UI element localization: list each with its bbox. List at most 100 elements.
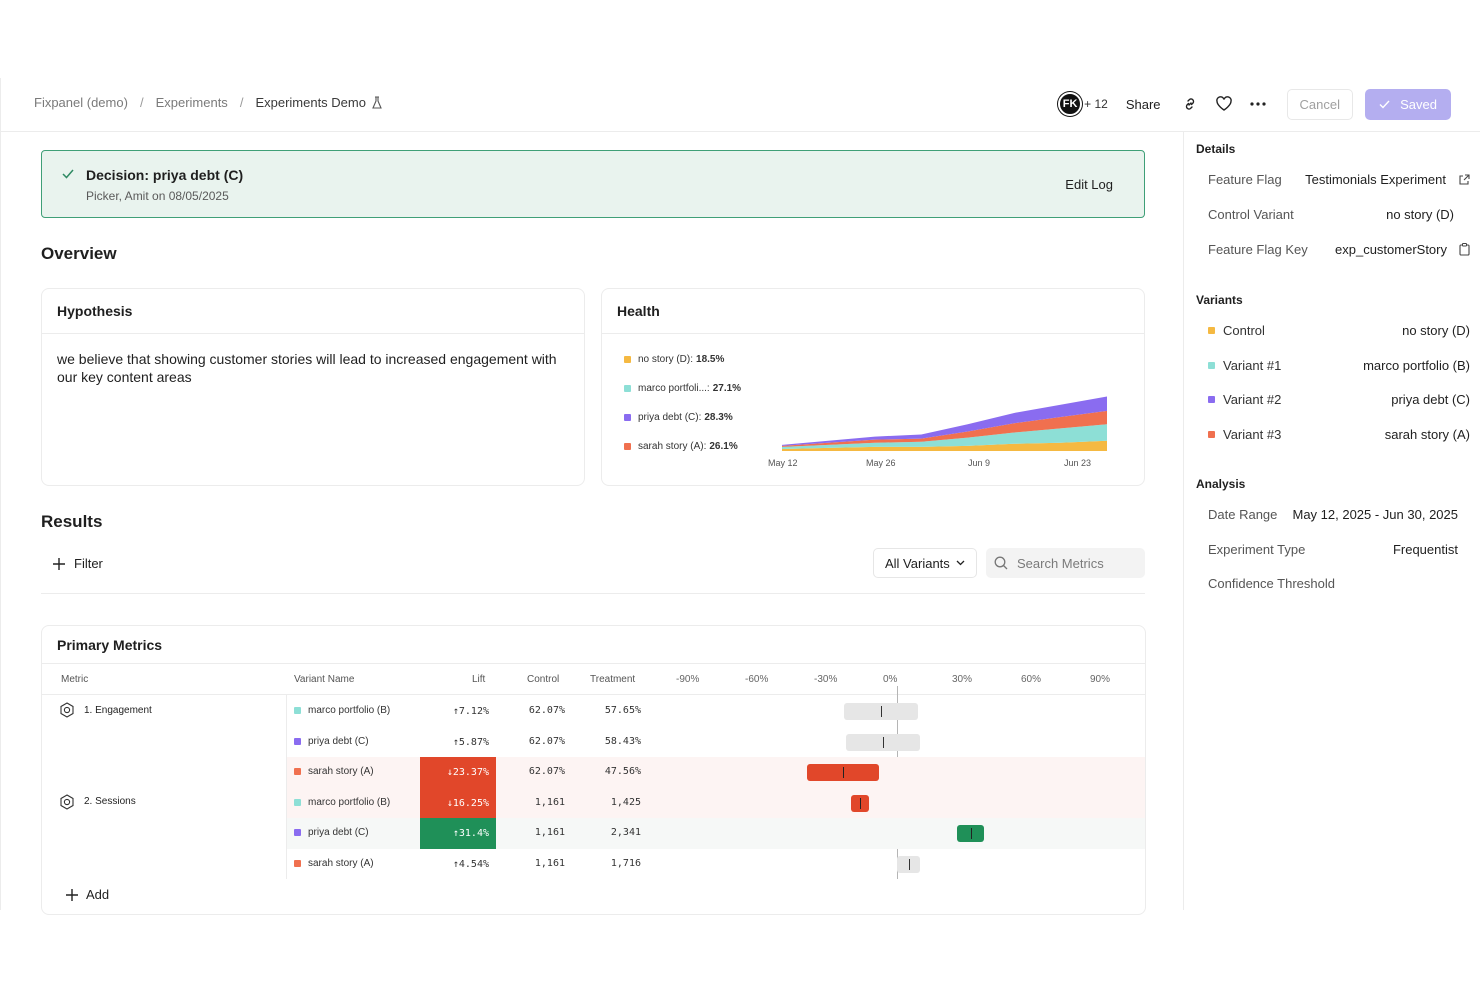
- metric-label: 2. Sessions: [84, 796, 136, 808]
- legend-item: no story (D): 18.5%: [624, 353, 741, 365]
- variant-value: sarah story (A): [1384, 426, 1470, 442]
- confidence-interval-bar[interactable]: [851, 794, 870, 812]
- variant-key-label: Variant #1: [1223, 357, 1282, 373]
- detail-value[interactable]: Testimonials Experiment: [1305, 172, 1470, 187]
- variant-key-label: Control: [1223, 323, 1265, 338]
- variant-swatch: [1208, 430, 1215, 438]
- analysis-value: May 12, 2025 - Jun 30, 2025: [1292, 507, 1458, 522]
- variant-label: priya debt (C): [308, 827, 369, 839]
- overview-title: Overview: [41, 244, 117, 263]
- header-lift: Lift: [472, 674, 486, 685]
- treatment-value: 47.56%: [604, 766, 641, 778]
- scale-tick-label: 0%: [883, 674, 898, 685]
- more-icon[interactable]: [1245, 91, 1271, 117]
- variant-value: no story (D): [1402, 323, 1470, 338]
- search-input[interactable]: [1017, 555, 1137, 571]
- hypothesis-text[interactable]: we believe that showing customer stories…: [57, 351, 557, 385]
- decision-title: Decision: priya debt (C): [86, 167, 244, 183]
- header-actions: FK + 12 Share Cancel Saved: [1058, 88, 1451, 120]
- divider: [286, 695, 287, 879]
- x-tick-label: Jun 9: [968, 458, 991, 468]
- scale-tick-label: 60%: [1021, 674, 1042, 685]
- variant-key: Variant #2: [1208, 392, 1281, 407]
- cancel-button[interactable]: Cancel: [1286, 88, 1353, 120]
- variant-key: Variant #3: [1208, 427, 1281, 442]
- legend-item: sarah story (A): 26.1%: [624, 440, 741, 452]
- confidence-interval-bar[interactable]: [844, 703, 918, 720]
- point-estimate-tick: [860, 797, 862, 809]
- lift-value: ↑31.4%: [420, 818, 496, 850]
- chevron-down-icon: [956, 560, 965, 566]
- x-tick-label: May 26: [866, 458, 896, 468]
- point-estimate-tick: [908, 859, 910, 870]
- decision-subtitle: Picker, Amit on 08/05/2025: [86, 189, 229, 203]
- copy-icon[interactable]: [1459, 243, 1470, 256]
- treatment-value: 1,425: [610, 796, 641, 808]
- variant-key-label: Variant #2: [1223, 392, 1282, 407]
- legend-swatch: [624, 413, 631, 421]
- link-icon[interactable]: [1177, 91, 1203, 117]
- external-link-icon[interactable]: [1458, 173, 1470, 186]
- scale-tick-label: -60%: [745, 674, 769, 685]
- legend-swatch: [624, 442, 631, 450]
- variant-row: Variant #3 sarah story (A): [1208, 427, 1470, 443]
- control-value: 62.07%: [528, 705, 565, 716]
- table-row[interactable]: marco portfolio (B) ↑7.12% 62.07% 57.65%: [42, 696, 1145, 727]
- search-box[interactable]: [986, 548, 1145, 578]
- header-metric: Metric: [61, 674, 89, 685]
- variant-value: marco portfolio (B): [1363, 357, 1470, 373]
- edit-log-button[interactable]: Edit Log: [1065, 177, 1113, 192]
- filter-button[interactable]: Filter: [53, 556, 103, 571]
- health-area-chart: [782, 396, 1107, 451]
- table-row[interactable]: marco portfolio (B) ↓16.25% 1,161 1,425: [287, 787, 1145, 819]
- confidence-interval-bar[interactable]: [956, 825, 985, 843]
- control-value: 62.07%: [528, 735, 565, 747]
- x-tick-label: Jun 23: [1064, 458, 1092, 468]
- health-title: Health: [602, 289, 1144, 334]
- table-header: Metric Variant Name Lift Control Treatme…: [42, 663, 1145, 695]
- treatment-value: 57.65%: [604, 705, 641, 716]
- share-button[interactable]: Share: [1125, 96, 1161, 112]
- plus-icon: [53, 557, 65, 570]
- breadcrumb-item-experiments[interactable]: Experiments: [155, 95, 228, 110]
- confidence-interval-bar[interactable]: [807, 764, 879, 782]
- variant-swatch: [1208, 361, 1215, 369]
- saved-button[interactable]: Saved: [1365, 88, 1451, 120]
- primary-metrics-title: Primary Metrics: [57, 637, 163, 653]
- scale-tick-label: -90%: [676, 674, 700, 685]
- breadcrumb-item-project[interactable]: Fixpanel (demo): [34, 95, 128, 110]
- treatment-value: 2,341: [610, 827, 641, 839]
- confidence-interval-bar[interactable]: [846, 733, 920, 751]
- variant-name: priya debt (C): [294, 827, 369, 838]
- lift-value: ↓23.37%: [420, 757, 496, 789]
- add-metric-button[interactable]: Add: [66, 887, 109, 902]
- collaborator-count[interactable]: + 12: [1084, 97, 1108, 111]
- lift-value: ↑7.12%: [452, 706, 489, 717]
- heart-icon[interactable]: [1211, 91, 1237, 117]
- detail-key: Control Variant: [1208, 207, 1294, 222]
- table-row[interactable]: priya debt (C) ↑31.4% 1,161 2,341: [287, 818, 1145, 850]
- add-label: Add: [86, 887, 110, 902]
- variant-swatch: [294, 860, 301, 867]
- metric-name[interactable]: 2. Sessions: [59, 794, 136, 810]
- variant-row: Variant #1 marco portfolio (B): [1208, 358, 1470, 374]
- analysis-key: Confidence Threshold: [1208, 576, 1335, 591]
- search-icon: [994, 556, 1008, 570]
- details-sidebar: Details Feature Flag Testimonials Experi…: [1183, 132, 1480, 910]
- treatment-value: 1,716: [610, 858, 641, 869]
- main-content: Decision: priya debt (C) Picker, Amit on…: [1, 132, 1183, 915]
- scale-tick-label: 90%: [1090, 674, 1111, 685]
- avatar[interactable]: FK: [1058, 92, 1083, 116]
- scale-tick-label: 30%: [952, 674, 973, 685]
- lift-value: ↓16.25%: [420, 787, 496, 819]
- lift-value: ↑5.87%: [452, 736, 489, 748]
- table-row[interactable]: sarah story (A) ↑4.54% 1,161 1,716: [42, 849, 1145, 880]
- table-row[interactable]: sarah story (A) ↓23.37% 62.07% 47.56%: [287, 757, 1145, 789]
- variants-select[interactable]: All Variants: [873, 548, 977, 578]
- metric-name[interactable]: 1. Engagement: [59, 702, 152, 718]
- confidence-interval-bar[interactable]: [897, 856, 920, 873]
- detail-value: no story (D): [1386, 207, 1454, 222]
- variant-key: Variant #1: [1208, 358, 1281, 373]
- table-row[interactable]: priya debt (C) ↑5.87% 62.07% 58.43%: [42, 727, 1145, 758]
- feature-flag-link[interactable]: Testimonials Experiment: [1305, 172, 1446, 187]
